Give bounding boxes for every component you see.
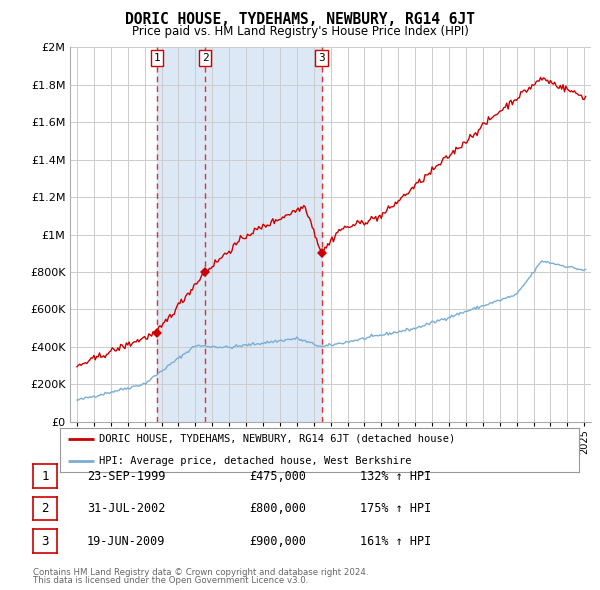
- Text: 161% ↑ HPI: 161% ↑ HPI: [360, 535, 431, 548]
- Text: 2: 2: [41, 502, 49, 515]
- Text: DORIC HOUSE, TYDEHAMS, NEWBURY, RG14 6JT (detached house): DORIC HOUSE, TYDEHAMS, NEWBURY, RG14 6JT…: [99, 434, 455, 444]
- Text: HPI: Average price, detached house, West Berkshire: HPI: Average price, detached house, West…: [99, 456, 412, 466]
- Bar: [157, 47, 322, 422]
- Text: 19-JUN-2009: 19-JUN-2009: [87, 535, 166, 548]
- Text: 1: 1: [154, 53, 160, 63]
- Text: £800,000: £800,000: [249, 502, 306, 515]
- Text: This data is licensed under the Open Government Licence v3.0.: This data is licensed under the Open Gov…: [33, 576, 308, 585]
- Text: DORIC HOUSE, TYDEHAMS, NEWBURY, RG14 6JT: DORIC HOUSE, TYDEHAMS, NEWBURY, RG14 6JT: [125, 12, 475, 27]
- Text: 3: 3: [318, 53, 325, 63]
- Text: 31-JUL-2002: 31-JUL-2002: [87, 502, 166, 515]
- Text: 23-SEP-1999: 23-SEP-1999: [87, 470, 166, 483]
- Text: 3: 3: [41, 535, 49, 548]
- Text: 1: 1: [41, 470, 49, 483]
- Text: Contains HM Land Registry data © Crown copyright and database right 2024.: Contains HM Land Registry data © Crown c…: [33, 568, 368, 577]
- Text: 175% ↑ HPI: 175% ↑ HPI: [360, 502, 431, 515]
- Text: £475,000: £475,000: [249, 470, 306, 483]
- Text: £900,000: £900,000: [249, 535, 306, 548]
- Text: 2: 2: [202, 53, 209, 63]
- Text: Price paid vs. HM Land Registry's House Price Index (HPI): Price paid vs. HM Land Registry's House …: [131, 25, 469, 38]
- Text: 132% ↑ HPI: 132% ↑ HPI: [360, 470, 431, 483]
